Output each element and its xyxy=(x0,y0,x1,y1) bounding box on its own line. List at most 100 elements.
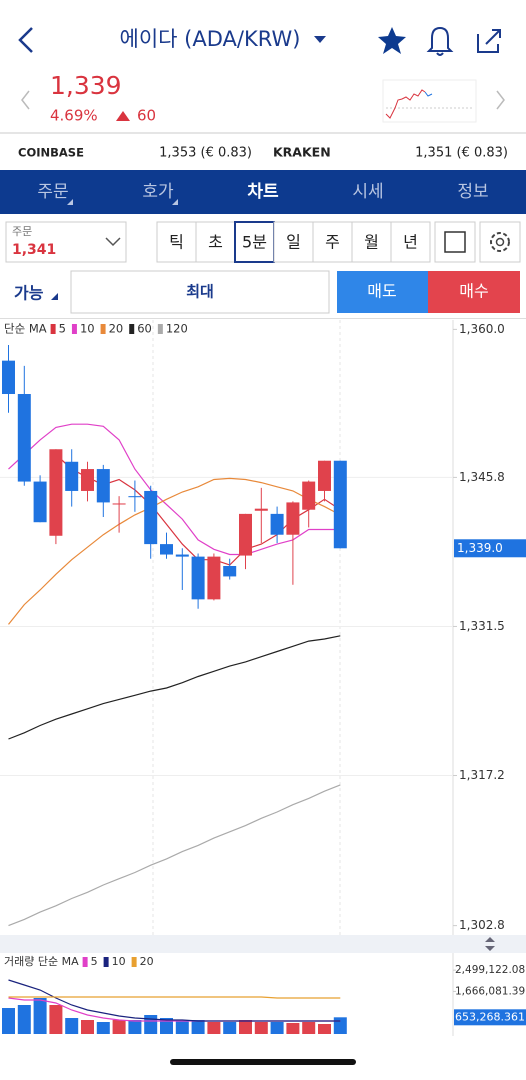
candle-body xyxy=(333,460,347,549)
exchange-price: 1,351 (€ 0.83) xyxy=(415,146,508,161)
title-dropdown[interactable] xyxy=(314,36,326,43)
ma-line xyxy=(8,477,341,625)
candle-body xyxy=(254,508,268,511)
prev-arrow[interactable] xyxy=(21,90,30,110)
period-button[interactable] xyxy=(234,221,275,263)
period-label: 틱 xyxy=(169,233,184,252)
sell-label: 매도 xyxy=(367,282,396,301)
order-price-label: 주문 xyxy=(12,225,32,238)
back-button[interactable] xyxy=(18,27,33,53)
period-button[interactable] xyxy=(312,221,353,263)
favorite-star[interactable] xyxy=(378,27,406,54)
order-price: 1,341 xyxy=(12,242,56,258)
legend-swatch xyxy=(103,957,109,967)
candle-body xyxy=(128,496,142,498)
legend-swatch xyxy=(71,324,77,334)
candle-body xyxy=(318,460,331,491)
volume-bar xyxy=(49,1004,63,1034)
sparkline xyxy=(385,89,426,119)
tab[interactable]: 호가 xyxy=(142,182,174,202)
y-tick-label: 1,360.0 xyxy=(459,322,505,336)
candle-body xyxy=(49,449,63,536)
period-label: 5분 xyxy=(242,233,267,252)
y-tick-label: 1,666,081.391 xyxy=(455,985,526,997)
next-arrow[interactable] xyxy=(496,90,505,110)
divider xyxy=(0,132,526,134)
period-label: 일 xyxy=(286,233,301,252)
candle-body xyxy=(65,461,79,491)
candle-body xyxy=(302,481,316,510)
volume-bar xyxy=(302,1021,316,1034)
volume-bar xyxy=(254,1021,268,1034)
tab-dropdown xyxy=(67,199,73,205)
period-button[interactable] xyxy=(156,221,197,263)
gear-hub xyxy=(495,237,505,247)
ma-line xyxy=(8,423,341,556)
candle-body xyxy=(2,360,15,395)
last-price-tag xyxy=(454,539,526,558)
share-icon[interactable] xyxy=(477,29,501,53)
volume-bar xyxy=(207,1021,221,1034)
y-tick-label: 2,499,122.087 xyxy=(455,964,526,976)
candle-body xyxy=(207,556,221,600)
home-indicator xyxy=(170,1059,356,1065)
candle-body xyxy=(96,469,110,503)
y-tick-label: 1,302.8 xyxy=(459,918,505,932)
tab[interactable]: 시세 xyxy=(352,182,383,202)
divider xyxy=(0,318,526,319)
volume-bar xyxy=(112,1020,126,1034)
volume-bar xyxy=(17,1004,31,1034)
last-volume-label: 653,268.361 xyxy=(455,1010,525,1023)
period-label: 월 xyxy=(364,233,379,252)
exchange-price: 1,353 (€ 0.83) xyxy=(159,146,252,161)
legend-label: 5 xyxy=(91,955,98,968)
bell-icon[interactable] xyxy=(426,26,454,56)
draw-button[interactable] xyxy=(434,221,476,263)
legend-label: 5 xyxy=(59,322,66,336)
legend-label: 60 xyxy=(137,322,152,336)
sparkline-box xyxy=(382,79,477,123)
settings-button[interactable] xyxy=(479,221,521,263)
order-price-chevron[interactable] xyxy=(105,237,121,247)
exchange-name: KRAKEN xyxy=(273,145,331,160)
ma-line xyxy=(8,635,341,740)
y-tick-label: 1,345.8 xyxy=(459,470,505,484)
volume-ma-line xyxy=(8,979,341,1022)
buy-button[interactable] xyxy=(428,271,520,313)
volume-bar xyxy=(286,1023,300,1034)
y-tick-label: 1,317.2 xyxy=(459,768,505,782)
square-icon xyxy=(444,231,466,253)
volume-bar xyxy=(81,1020,94,1034)
volume-bar xyxy=(128,1020,142,1034)
candle-body xyxy=(17,394,31,482)
buy-label: 매수 xyxy=(459,282,488,301)
available-dropdown xyxy=(51,293,58,300)
tab-dropdown xyxy=(172,199,178,205)
sparkline-tail xyxy=(424,91,433,97)
title[interactable]: 에이다 (ADA/KRW) xyxy=(120,27,301,51)
available-label[interactable]: 가능 xyxy=(14,284,44,303)
tab[interactable]: 정보 xyxy=(457,182,488,202)
change: 60 xyxy=(137,107,156,125)
change-pct: 4.69% xyxy=(50,107,98,125)
tab[interactable]: 주문 xyxy=(37,182,68,202)
candle-body xyxy=(175,554,189,557)
legend-title: 거래량 단순 MA xyxy=(4,955,79,968)
volume-bar xyxy=(175,1020,189,1034)
volume-bar xyxy=(223,1021,237,1034)
period-label: 초 xyxy=(208,233,223,252)
sell-button[interactable] xyxy=(337,271,428,313)
candle-body xyxy=(33,481,47,523)
max-label: 최대 xyxy=(186,283,214,301)
order-price-box[interactable] xyxy=(5,221,127,263)
volume-bar xyxy=(144,1014,158,1034)
last-volume-tag xyxy=(454,1009,526,1026)
tab[interactable]: 차트 xyxy=(247,182,279,202)
volume-bar xyxy=(333,1017,347,1034)
ma-line xyxy=(8,784,341,927)
quantity-box[interactable] xyxy=(70,270,330,314)
axis-toggle[interactable] xyxy=(485,937,495,951)
volume-bar xyxy=(270,1021,284,1034)
period-button[interactable] xyxy=(390,221,431,263)
